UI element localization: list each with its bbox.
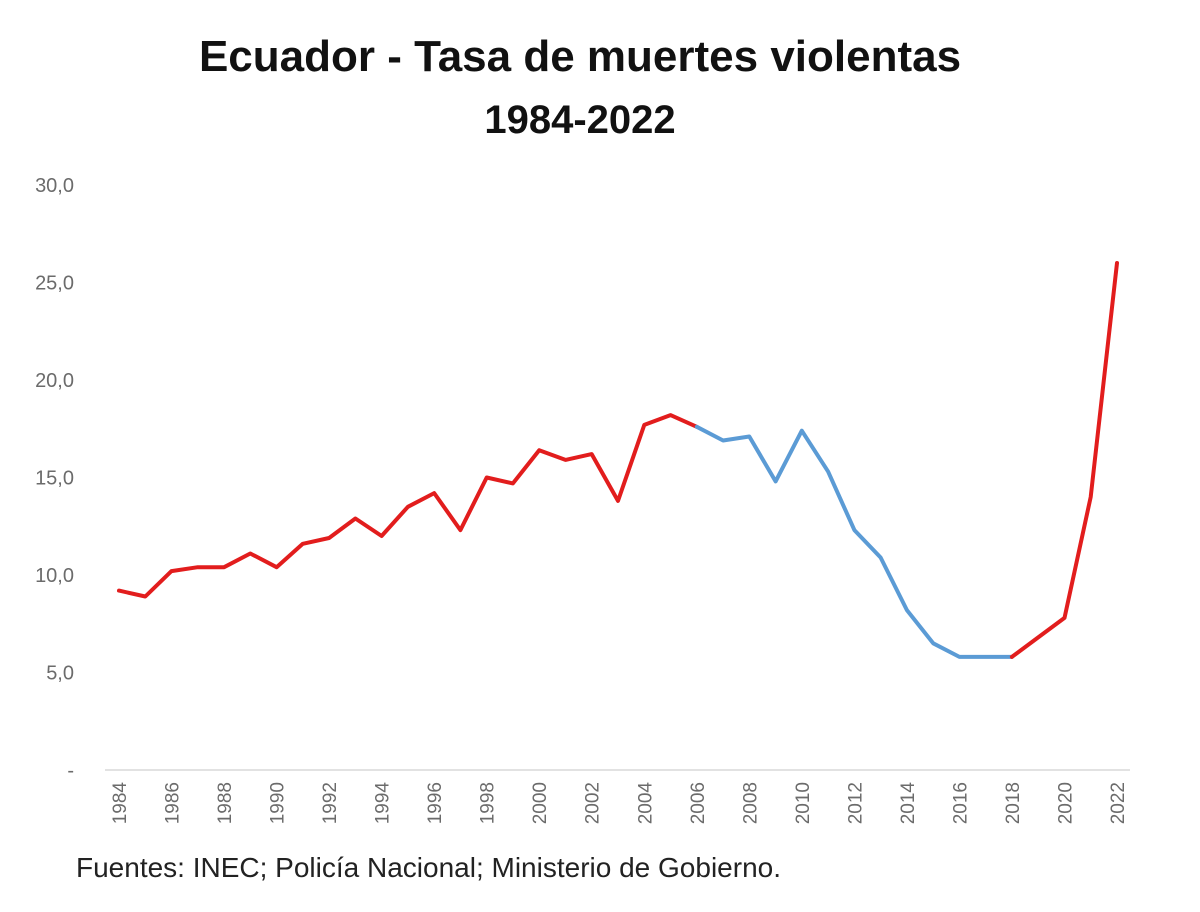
- x-tick-label: 2012: [845, 782, 866, 824]
- x-tick-label: 2006: [688, 782, 709, 824]
- chart-subtitle: 1984-2022: [484, 98, 676, 142]
- x-tick-label: 1994: [373, 782, 394, 825]
- y-tick-label: 5,0: [46, 663, 74, 685]
- x-tick-label: 1984: [110, 782, 131, 825]
- y-tick-label: 20,0: [35, 370, 74, 392]
- y-tick-label: 10,0: [35, 565, 74, 587]
- series-line-2: [694, 424, 1014, 659]
- source-note: Fuentes: INEC; Policía Nacional; Ministe…: [76, 852, 781, 883]
- x-tick-label: 2022: [1108, 782, 1129, 824]
- x-tick-label: 1988: [215, 782, 236, 824]
- y-tick-label: -: [67, 760, 74, 782]
- series-line-3: [1009, 261, 1119, 659]
- x-tick-label: 2004: [635, 782, 656, 825]
- x-tick-label: 2010: [793, 782, 814, 824]
- y-tick-label: 15,0: [35, 468, 74, 490]
- y-tick-label: 25,0: [35, 273, 74, 295]
- x-tick-label: 2000: [530, 782, 551, 824]
- series-line-1: [117, 413, 699, 599]
- x-tick-label: 2016: [950, 782, 971, 824]
- x-tick-label: 2008: [740, 782, 761, 824]
- x-tick-label: 2020: [1055, 782, 1076, 824]
- chart-title: Ecuador - Tasa de muertes violentas: [198, 32, 962, 81]
- x-tick-label: 1990: [268, 782, 289, 824]
- x-tick-label: 1986: [163, 782, 184, 824]
- x-tick-label: 1996: [425, 782, 446, 824]
- y-tick-label: 30,0: [35, 175, 74, 197]
- x-tick-label: 1992: [320, 782, 341, 824]
- x-tick-label: 1998: [478, 782, 499, 824]
- x-tick-label: 2014: [898, 782, 919, 825]
- x-tick-label: 2002: [583, 782, 604, 824]
- x-tick-label: 2018: [1003, 782, 1024, 824]
